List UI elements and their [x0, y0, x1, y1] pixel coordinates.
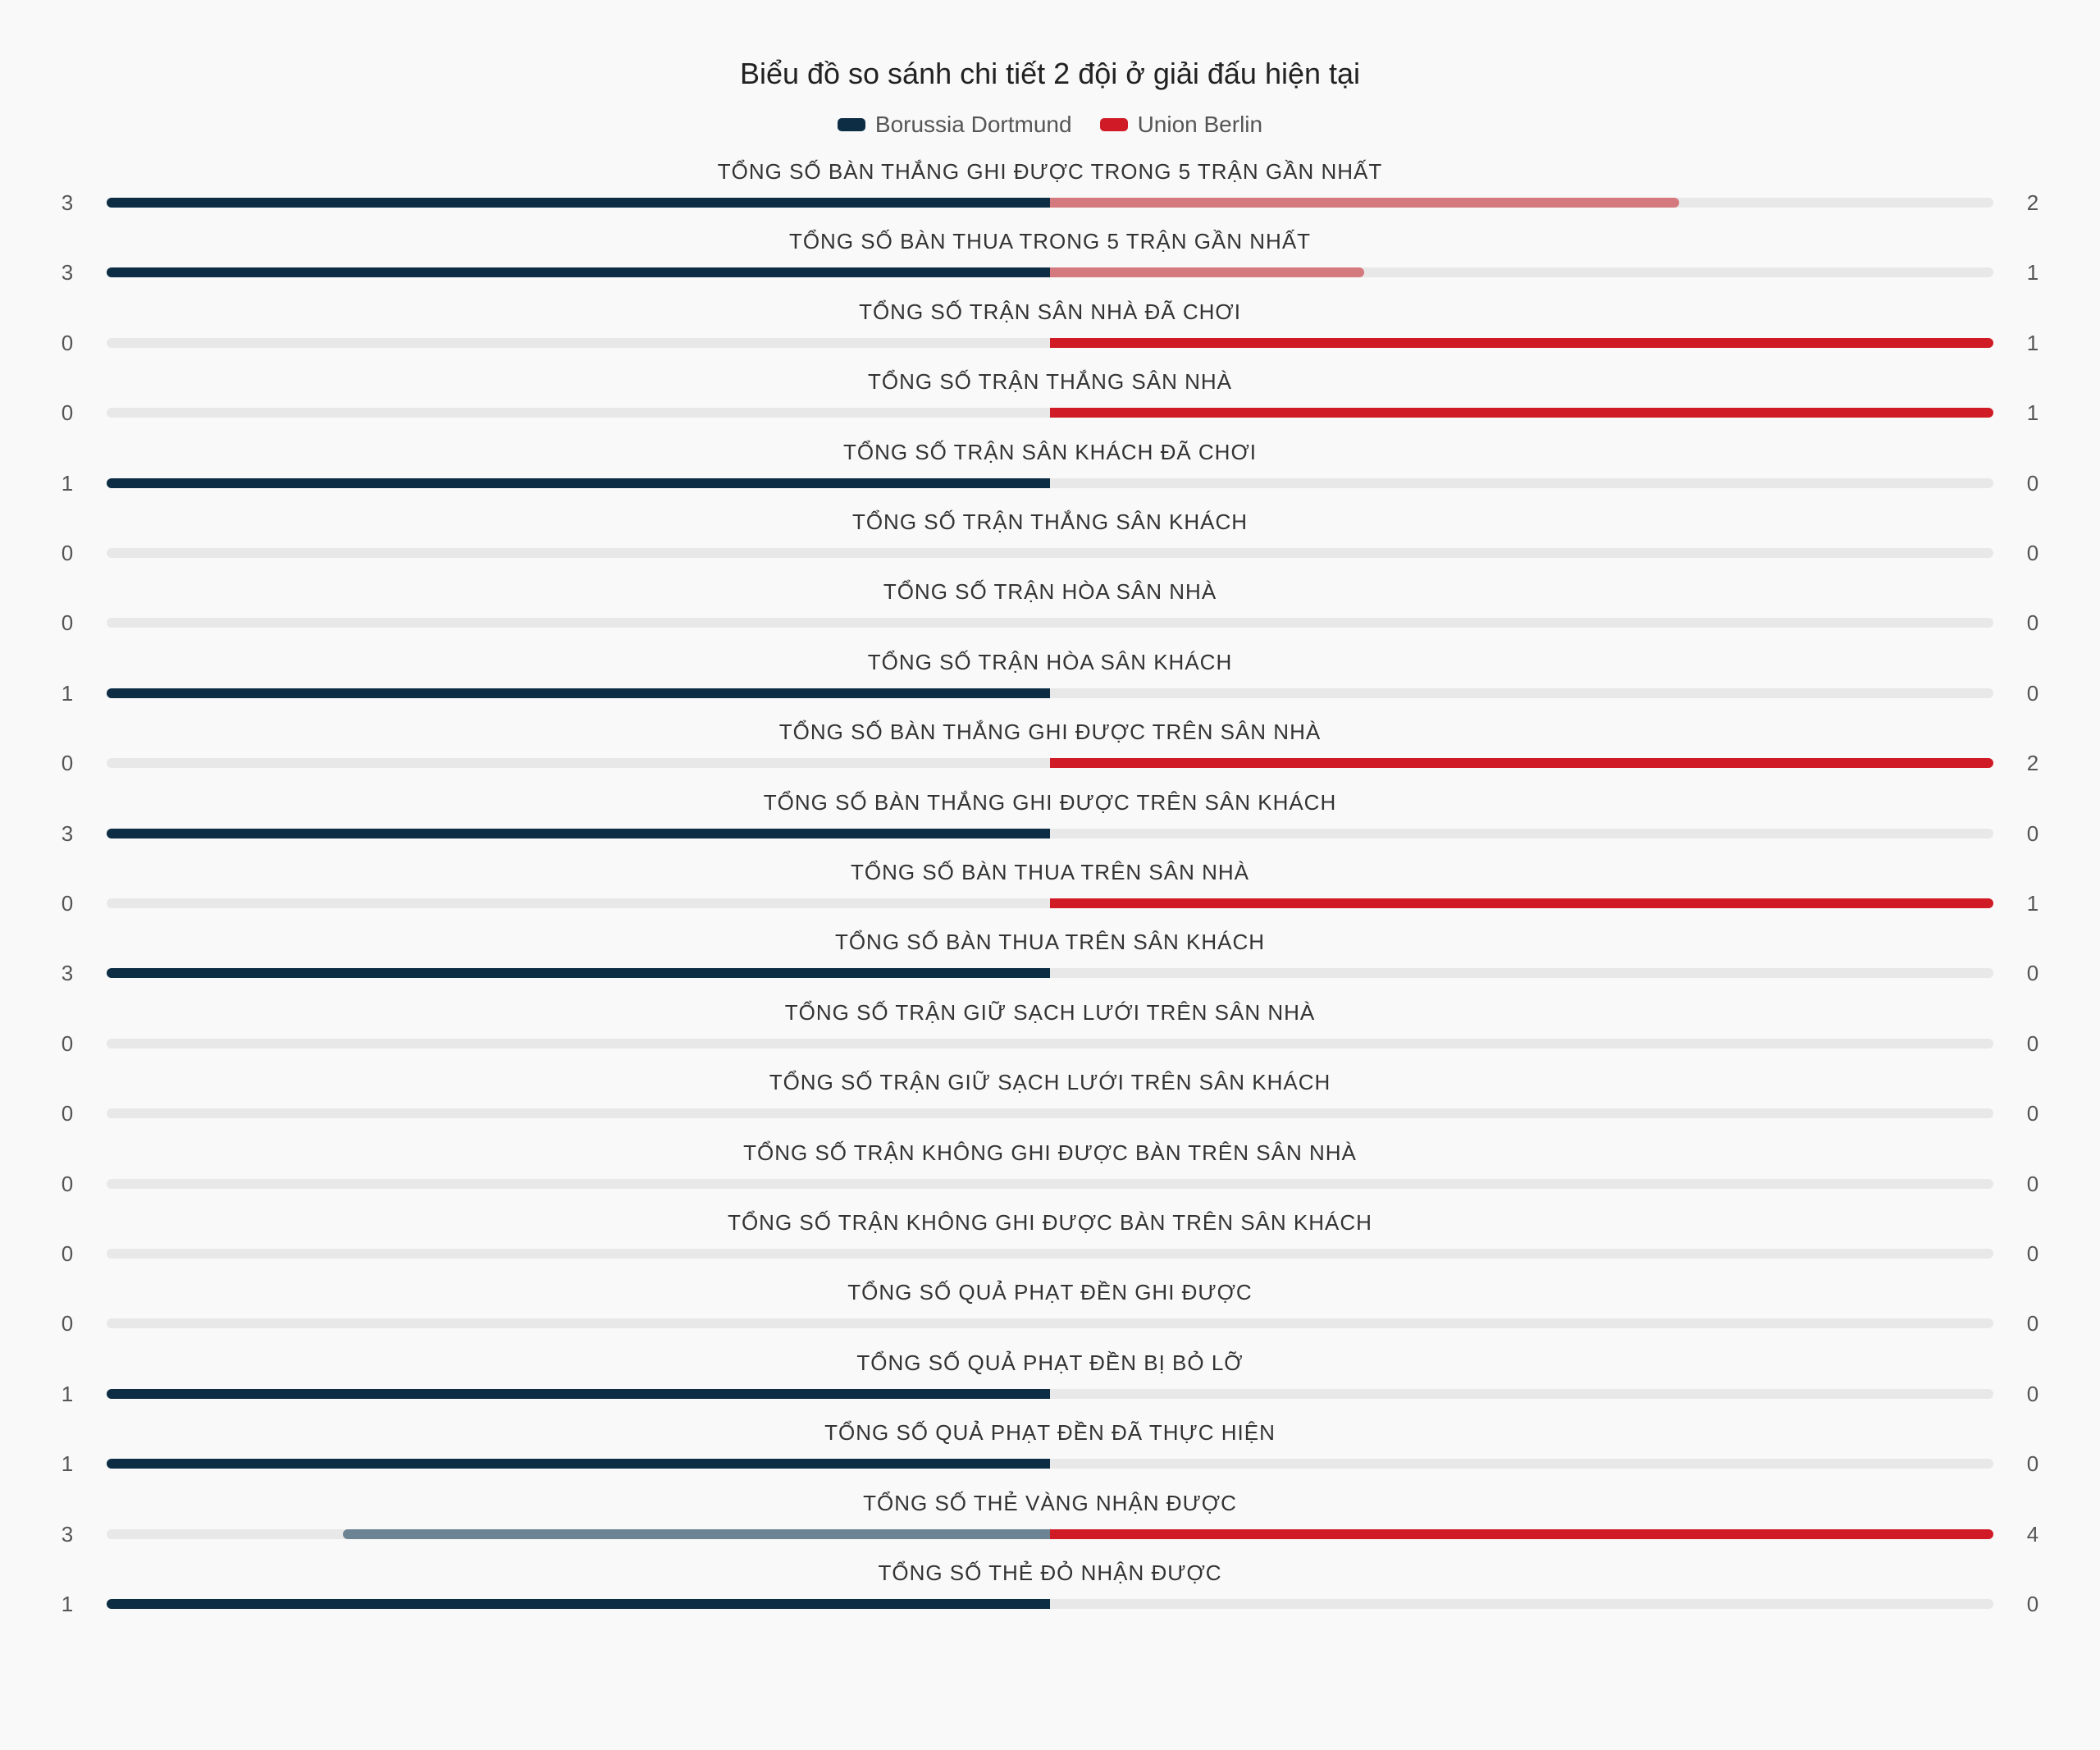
bar-dortmund[interactable] — [107, 968, 1050, 978]
row-value-left: 0 — [61, 891, 74, 916]
row-value-left: 0 — [61, 541, 74, 565]
chart-title: Biểu đồ so sánh chi tiết 2 đội ở giải đấ… — [739, 57, 1361, 90]
row-value-right: 0 — [2026, 541, 2039, 565]
legend-label-dortmund: Borussia Dortmund — [874, 112, 1072, 137]
bar-union-berlin[interactable] — [1050, 1529, 1993, 1539]
row-value-left: 3 — [61, 190, 74, 215]
bar-dortmund[interactable] — [107, 198, 1050, 208]
row-value-right: 4 — [2026, 1522, 2039, 1547]
legend-label-union-berlin: Union Berlin — [1137, 112, 1263, 137]
bar-dortmund[interactable] — [107, 478, 1050, 488]
bar-dortmund[interactable] — [107, 1459, 1050, 1469]
row-value-left: 0 — [61, 1311, 74, 1336]
row-value-right: 2 — [2026, 751, 2039, 775]
bar-dortmund[interactable] — [107, 267, 1050, 277]
bar-union-berlin[interactable] — [1050, 338, 1993, 348]
row-label: TỔNG SỐ THẺ VÀNG NHẬN ĐƯỢC — [863, 1491, 1237, 1515]
row-value-right: 0 — [2026, 1311, 2039, 1336]
row-label: TỔNG SỐ TRẬN SÂN KHÁCH ĐÃ CHƠI — [843, 440, 1257, 464]
row-value-left: 0 — [61, 1101, 74, 1126]
row-label: TỔNG SỐ TRẬN KHÔNG GHI ĐƯỢC BÀN TRÊN SÂN… — [728, 1210, 1372, 1235]
bar-union-berlin[interactable] — [1050, 198, 1679, 208]
bar-track — [107, 1179, 1993, 1189]
bar-track — [107, 548, 1993, 558]
row-label: TỔNG SỐ TRẬN GIỮ SẠCH LƯỚI TRÊN SÂN NHÀ — [784, 1000, 1316, 1025]
row-label: TỔNG SỐ BÀN THẮNG GHI ĐƯỢC TRÊN SÂN KHÁC… — [763, 790, 1337, 815]
bar-union-berlin[interactable] — [1050, 898, 1993, 908]
row-value-right: 1 — [2026, 260, 2039, 285]
row-value-right: 0 — [2026, 1241, 2039, 1266]
legend-swatch-dortmund — [837, 118, 865, 131]
bar-union-berlin[interactable] — [1050, 408, 1993, 418]
row-value-left: 3 — [61, 1522, 74, 1547]
bar-dortmund[interactable] — [107, 1389, 1050, 1399]
bar-dortmund[interactable] — [107, 688, 1050, 698]
row-value-right: 0 — [2026, 1451, 2039, 1476]
legend-item-dortmund[interactable]: Borussia Dortmund — [837, 107, 1072, 143]
row-value-left: 3 — [61, 260, 74, 285]
row-value-right: 0 — [2026, 1592, 2039, 1616]
row-value-left: 1 — [61, 1451, 74, 1476]
row-value-left: 1 — [61, 471, 74, 496]
bar-track — [107, 618, 1993, 628]
row-value-left: 1 — [61, 681, 74, 706]
bar-track — [107, 1249, 1993, 1259]
row-value-left: 1 — [61, 1592, 74, 1616]
row-value-right: 0 — [2026, 1382, 2039, 1406]
bar-track — [107, 1108, 1993, 1118]
row-label: TỔNG SỐ TRẬN HÒA SÂN KHÁCH — [867, 650, 1233, 674]
row-label: TỔNG SỐ BÀN THẮNG GHI ĐƯỢC TRONG 5 TRẬN … — [717, 159, 1383, 184]
legend: Borussia Dortmund Union Berlin — [0, 107, 2100, 143]
row-value-left: 1 — [61, 1382, 74, 1406]
row-value-left: 0 — [61, 331, 74, 355]
row-value-left: 3 — [61, 821, 74, 846]
bar-track — [107, 1318, 1993, 1328]
row-value-left: 0 — [61, 1172, 74, 1196]
row-label: TỔNG SỐ TRẬN KHÔNG GHI ĐƯỢC BÀN TRÊN SÂN… — [743, 1140, 1357, 1165]
bar-dortmund[interactable] — [107, 829, 1050, 838]
row-value-right: 0 — [2026, 961, 2039, 985]
row-value-left: 3 — [61, 961, 74, 985]
bar-dortmund[interactable] — [342, 1529, 1050, 1539]
row-value-left: 0 — [61, 1031, 74, 1056]
row-value-right: 0 — [2026, 471, 2039, 496]
row-label: TỔNG SỐ TRẬN THẮNG SÂN NHÀ — [868, 369, 1232, 394]
bar-track — [107, 1039, 1993, 1049]
row-value-right: 0 — [2026, 681, 2039, 706]
legend-swatch-union-berlin — [1099, 118, 1128, 131]
bar-union-berlin[interactable] — [1050, 267, 1365, 277]
row-label: TỔNG SỐ BÀN THUA TRÊN SÂN NHÀ — [850, 860, 1249, 884]
row-label: TỔNG SỐ TRẬN GIỮ SẠCH LƯỚI TRÊN SÂN KHÁC… — [769, 1070, 1331, 1094]
row-value-right: 1 — [2026, 400, 2039, 425]
row-label: TỔNG SỐ QUẢ PHẠT ĐỀN BỊ BỎ LỠ — [856, 1350, 1244, 1375]
row-value-right: 2 — [2026, 190, 2039, 215]
row-value-left: 0 — [61, 610, 74, 635]
row-label: TỔNG SỐ TRẬN SÂN NHÀ ĐÃ CHƠI — [859, 299, 1241, 324]
row-value-right: 0 — [2026, 610, 2039, 635]
row-value-right: 1 — [2026, 891, 2039, 916]
row-value-right: 0 — [2026, 821, 2039, 846]
row-value-left: 0 — [61, 400, 74, 425]
row-label: TỔNG SỐ BÀN THẮNG GHI ĐƯỢC TRÊN SÂN NHÀ — [778, 720, 1322, 744]
row-label: TỔNG SỐ QUẢ PHẠT ĐỀN GHI ĐƯỢC — [847, 1280, 1253, 1305]
row-label: TỔNG SỐ THẺ ĐỎ NHẬN ĐƯỢC — [878, 1560, 1222, 1585]
bar-union-berlin[interactable] — [1050, 758, 1993, 768]
row-value-right: 0 — [2026, 1172, 2039, 1196]
row-label: TỔNG SỐ TRẬN HÒA SÂN NHÀ — [883, 579, 1217, 604]
row-value-right: 0 — [2026, 1101, 2039, 1126]
row-value-right: 0 — [2026, 1031, 2039, 1056]
legend-item-union-berlin[interactable]: Union Berlin — [1099, 107, 1263, 143]
row-value-left: 0 — [61, 751, 74, 775]
row-label: TỔNG SỐ TRẬN THẮNG SÂN KHÁCH — [851, 509, 1249, 534]
row-label: TỔNG SỐ BÀN THUA TRÊN SÂN KHÁCH — [834, 930, 1266, 954]
bar-dortmund[interactable] — [107, 1599, 1050, 1609]
row-label: TỔNG SỐ QUẢ PHẠT ĐỀN ĐÃ THỰC HIỆN — [824, 1420, 1276, 1445]
row-value-right: 1 — [2026, 331, 2039, 355]
row-label: TỔNG SỐ BÀN THUA TRONG 5 TRẬN GẦN NHẤT — [788, 229, 1312, 254]
row-value-left: 0 — [61, 1241, 74, 1266]
